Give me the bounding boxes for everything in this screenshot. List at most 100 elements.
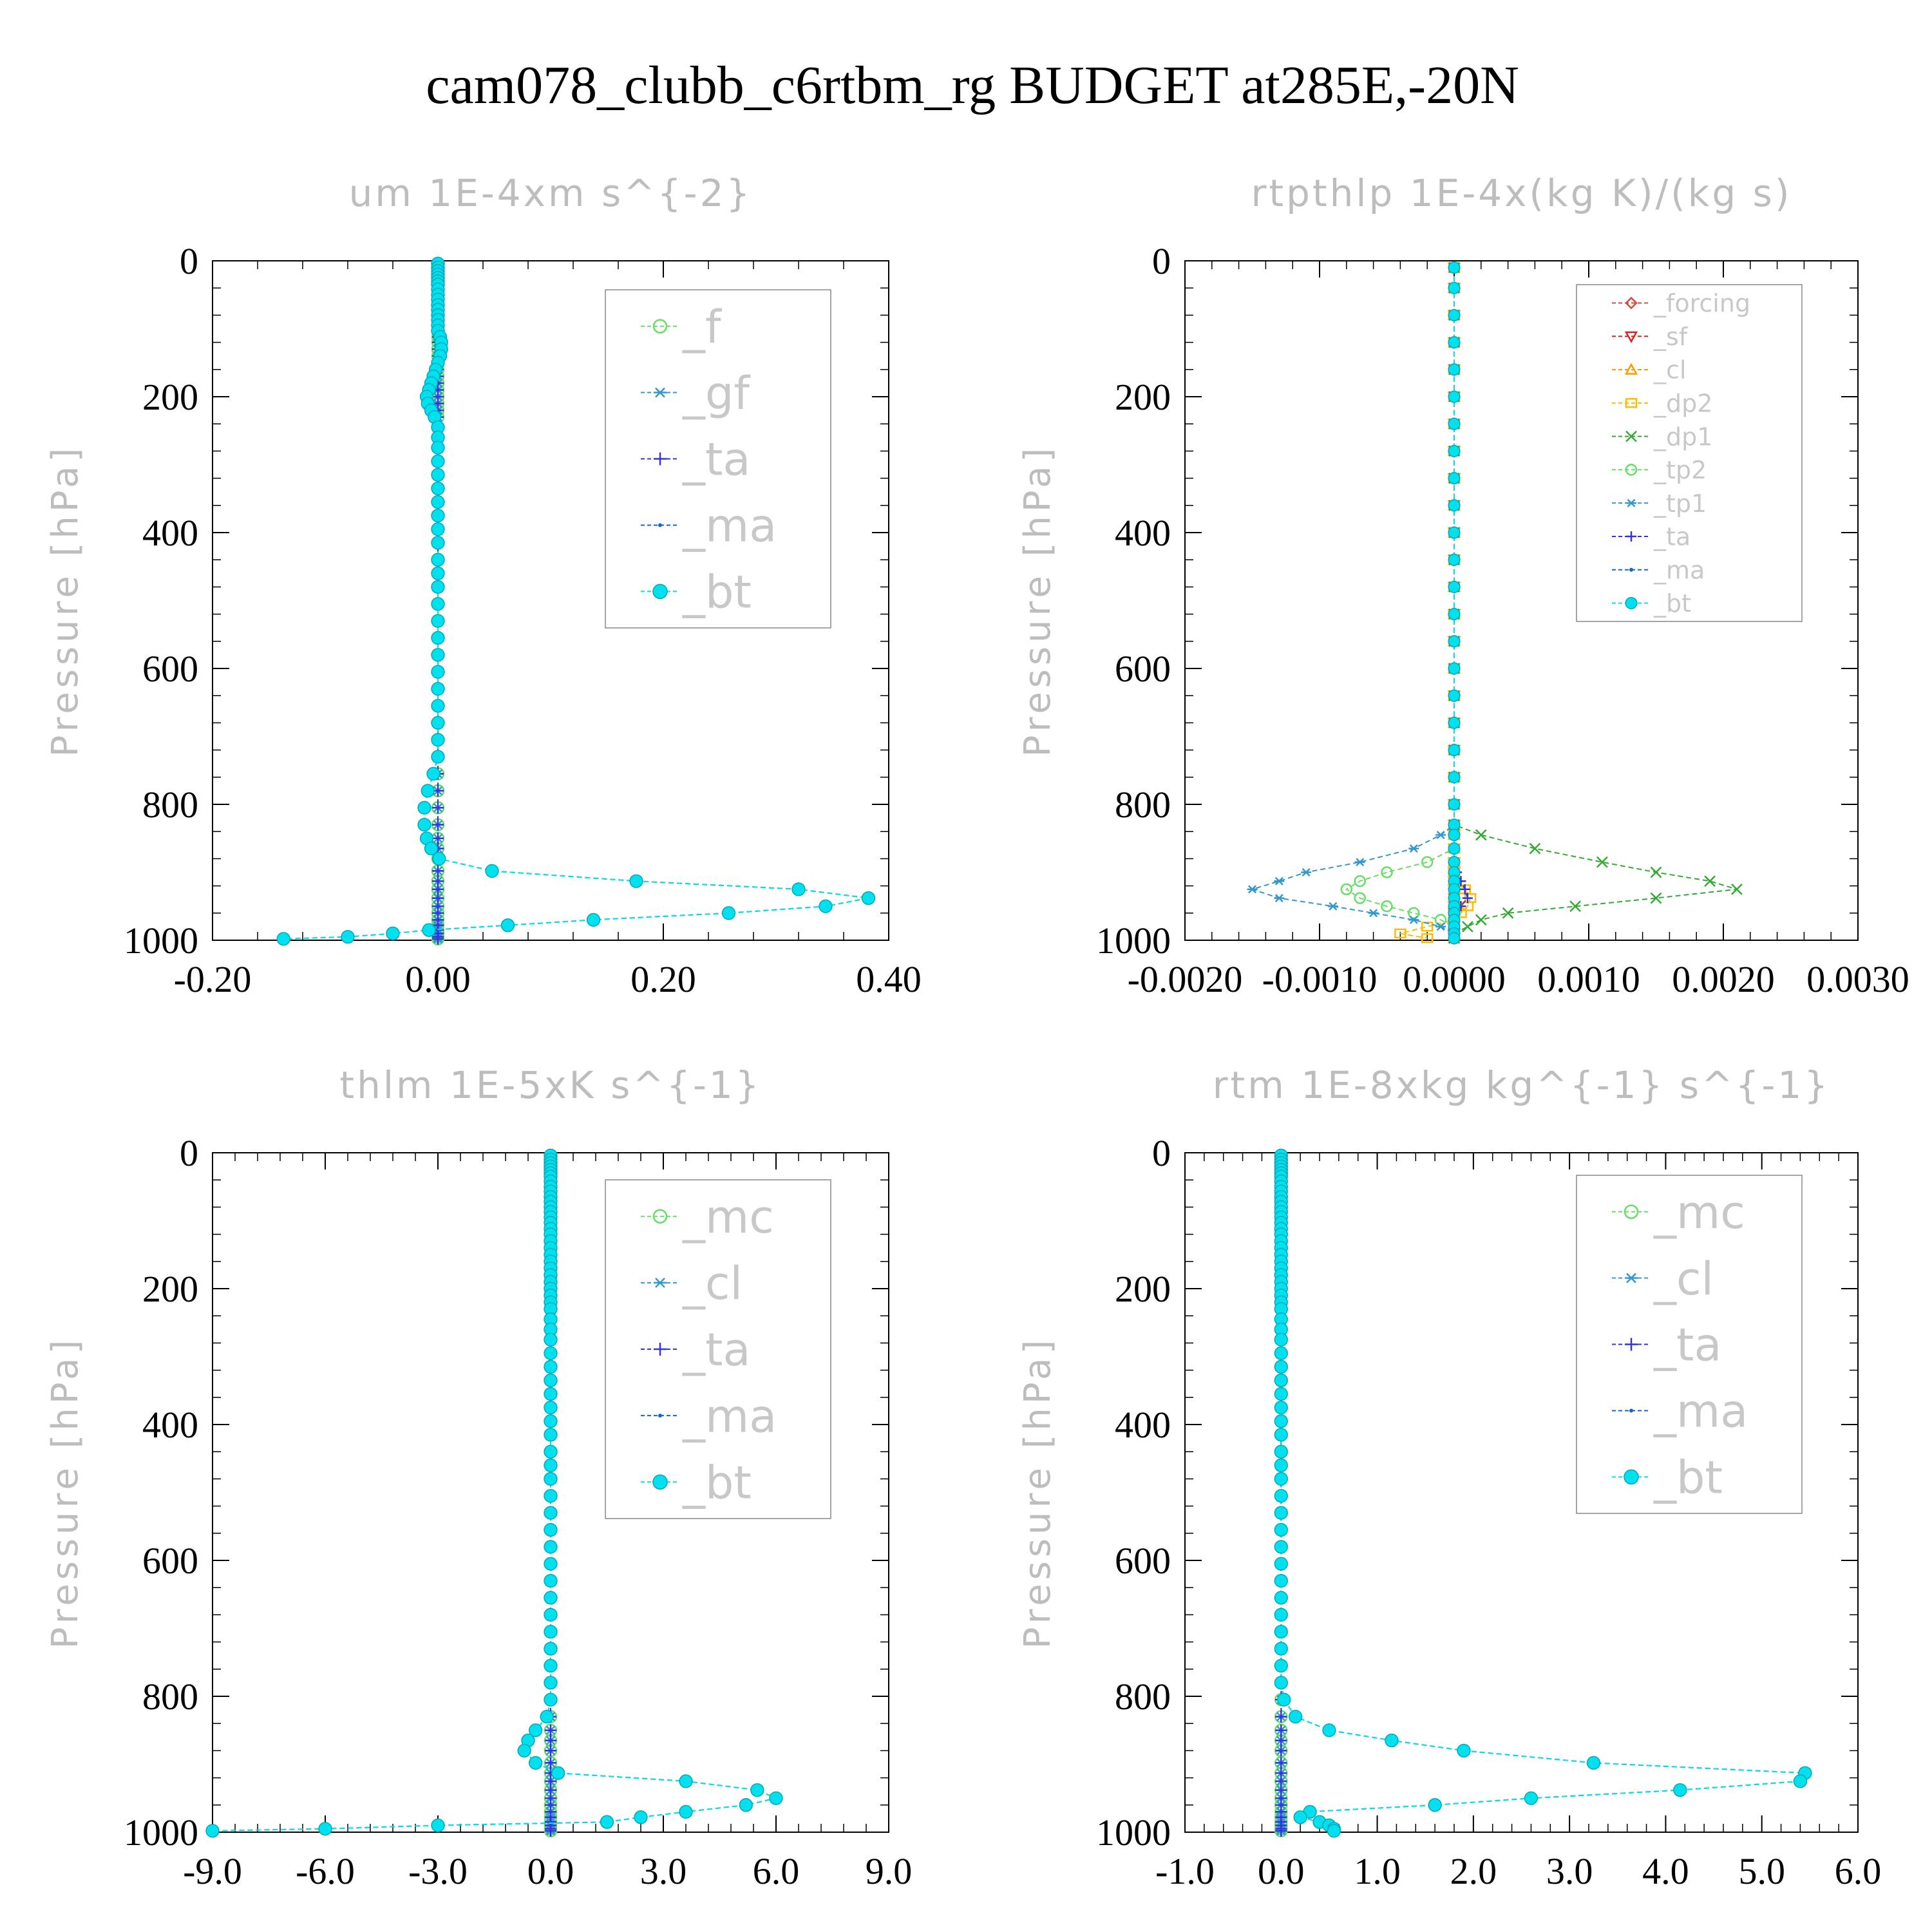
legend-label: _cl xyxy=(1653,356,1686,384)
data-point xyxy=(544,1522,558,1537)
x-tick-label: 2.0 xyxy=(1450,1850,1497,1892)
data-point xyxy=(1459,884,1470,895)
data-point xyxy=(861,891,876,905)
legend-marker xyxy=(1629,1408,1633,1413)
data-point xyxy=(1475,914,1487,926)
data-point xyxy=(545,1757,556,1769)
data-point xyxy=(1448,580,1461,593)
legend-item: _gf xyxy=(641,367,750,420)
data-point xyxy=(1293,1810,1307,1824)
data-point xyxy=(1275,1745,1287,1757)
data-point xyxy=(1274,1359,1288,1374)
data-point xyxy=(1274,1373,1288,1388)
data-point xyxy=(544,1692,558,1707)
data-point xyxy=(1274,1522,1288,1537)
legend-item: _forcing xyxy=(1612,289,1750,317)
data-point xyxy=(1274,1472,1288,1486)
legend-marker xyxy=(652,583,668,600)
data-point xyxy=(1448,499,1461,512)
legend-label: _ma xyxy=(682,500,777,553)
x-tick-label: 0.0010 xyxy=(1537,958,1640,1000)
data-point xyxy=(431,648,445,662)
data-point xyxy=(544,1591,558,1605)
legend-label: _bt xyxy=(1653,1452,1723,1504)
data-point xyxy=(1462,921,1473,933)
data-point xyxy=(431,508,445,523)
legend-marker xyxy=(1625,430,1637,442)
data-point xyxy=(1394,928,1406,939)
data-point xyxy=(1340,883,1353,896)
x-tick-label: 0.0020 xyxy=(1672,958,1775,1000)
data-point xyxy=(1354,892,1366,904)
data-point xyxy=(431,682,445,696)
data-point xyxy=(431,750,445,764)
data-point xyxy=(544,1444,558,1459)
data-point xyxy=(1650,866,1662,878)
data-point xyxy=(1322,1723,1336,1738)
data-point xyxy=(544,1346,558,1360)
data-point xyxy=(1448,308,1461,321)
x-tick-label: -6.0 xyxy=(296,1850,355,1892)
legend-item: _mc xyxy=(1612,1186,1745,1239)
data-point xyxy=(540,1710,554,1724)
data-point xyxy=(769,1791,783,1805)
x-tick-label: 6.0 xyxy=(753,1850,800,1892)
legend-label: _mc xyxy=(1653,1186,1745,1239)
data-point xyxy=(1448,336,1461,349)
data-point xyxy=(431,440,445,455)
data-point xyxy=(1448,417,1461,430)
data-point xyxy=(544,1574,558,1588)
data-point xyxy=(1274,1428,1288,1442)
legend-label: _cl xyxy=(682,1257,743,1310)
data-point xyxy=(545,1745,556,1757)
x-tick-label: 5.0 xyxy=(1738,1850,1785,1892)
data-point xyxy=(431,597,445,611)
data-point xyxy=(1275,1710,1287,1723)
data-point xyxy=(432,819,444,831)
panel-4: rtm 1E-8xkg kg^{-1} s^{-1} Pressure [hPa]… xyxy=(1017,1063,1881,1892)
data-point xyxy=(1448,281,1461,294)
y-tick-label: 200 xyxy=(1115,1268,1171,1310)
x-tick-label: -9.0 xyxy=(183,1850,242,1892)
y-tick-label: 600 xyxy=(142,1540,198,1582)
series-dp2 xyxy=(1394,262,1477,943)
data-point xyxy=(1448,819,1461,831)
data-point xyxy=(1529,842,1541,855)
data-point xyxy=(1586,1756,1601,1770)
data-point xyxy=(544,1607,558,1622)
panel-3: thlm 1E-5xK s^{-1} Pressure [hPa] 0 200 400 6… xyxy=(44,1063,912,1892)
data-point xyxy=(341,930,355,944)
data-point xyxy=(1385,1733,1399,1748)
data-point xyxy=(1368,909,1379,918)
y-tick-label: 400 xyxy=(1115,1404,1171,1446)
data-point xyxy=(1274,876,1285,886)
data-point xyxy=(544,1414,558,1428)
legend-item: _ma xyxy=(1612,556,1705,584)
y-tick-label: 1000 xyxy=(124,920,198,961)
legend-marker xyxy=(1624,1469,1639,1485)
plot-frame xyxy=(212,260,889,941)
legend-marker xyxy=(1624,363,1638,375)
y-tick-label: 1000 xyxy=(1096,1812,1171,1853)
y-tick-label: 1000 xyxy=(124,1812,198,1853)
data-point xyxy=(431,566,445,580)
data-point xyxy=(431,536,445,550)
legend-item: _dp2 xyxy=(1612,390,1712,418)
data-point xyxy=(1327,902,1338,911)
legend-marker xyxy=(1626,531,1636,542)
data-point xyxy=(1448,390,1461,403)
data-point xyxy=(432,832,444,844)
y-tick-label: 600 xyxy=(142,648,198,690)
legend-marker xyxy=(652,1474,668,1490)
legend-label: _ma xyxy=(682,1390,777,1443)
x-tick-label: -3.0 xyxy=(408,1850,468,1892)
legend-item: _dp1 xyxy=(1612,422,1712,451)
data-point xyxy=(517,1743,531,1758)
data-point xyxy=(205,1824,220,1838)
legend-marker xyxy=(1625,398,1638,408)
data-point xyxy=(544,1458,558,1472)
data-point xyxy=(318,1822,332,1836)
legend-marker xyxy=(654,387,667,398)
data-point xyxy=(1274,1444,1288,1459)
data-point xyxy=(1428,1798,1442,1812)
